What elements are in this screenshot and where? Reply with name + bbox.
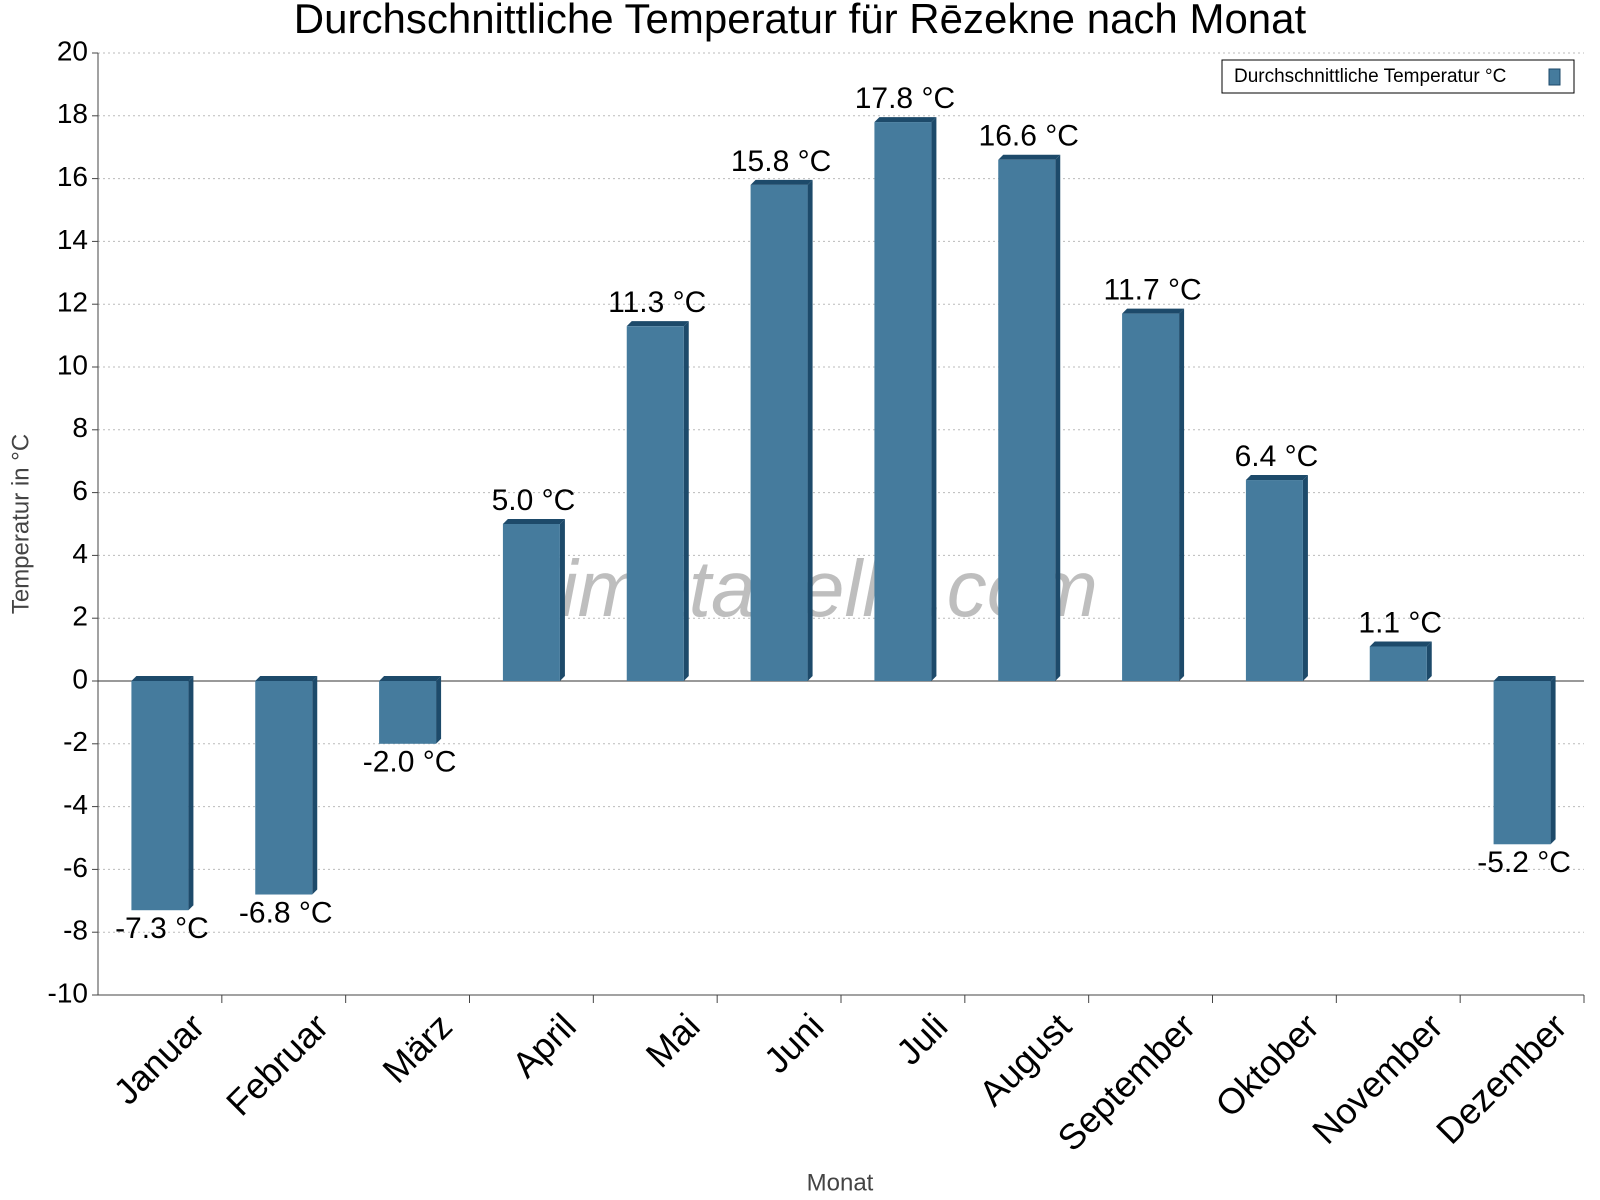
data-label: 17.8 °C [855,82,955,115]
bar [1493,681,1551,845]
bar-side [312,676,318,895]
y-axis-label: Temperatur in °C [7,434,34,614]
y-tick-label: 10 [57,349,88,380]
data-label: 6.4 °C [1235,440,1319,473]
bar-top [1493,676,1556,681]
bar-side [436,676,442,744]
data-label: 1.1 °C [1358,606,1442,639]
bar [502,524,560,681]
bar-top [626,321,689,327]
x-tick-label: März [374,1005,460,1091]
data-label: 11.3 °C [608,286,706,319]
y-tick-label: 18 [57,98,88,129]
y-tick-label: -10 [48,977,88,1008]
data-label: -7.3 °C [115,912,209,945]
bar [998,159,1056,681]
bar-side [1426,641,1432,681]
bar [379,681,437,744]
x-tick-label: Dezember [1428,1005,1574,1151]
y-tick-label: -6 [63,852,88,883]
y-tick-label: -2 [63,726,88,757]
data-label: 11.7 °C [1103,274,1201,307]
bar-top [1245,475,1308,481]
chart-title: Durchschnittliche Temperatur für Rēzekne… [294,0,1307,42]
bar [750,184,808,681]
x-tick-label: Oktober [1207,1005,1327,1125]
y-tick-label: 16 [57,161,88,192]
y-tick-label: 8 [72,412,88,443]
y-tick-label: 14 [57,224,88,255]
y-tick-label: 20 [57,35,88,66]
bar-side [1302,475,1308,681]
bar-top [255,676,318,681]
data-label: -5.2 °C [1477,846,1571,879]
bar-top [1369,641,1432,647]
legend-box [1221,59,1575,94]
bar [874,122,932,681]
y-tick-label: -4 [63,789,88,820]
data-label: -2.0 °C [363,746,457,779]
bar-top [750,179,813,185]
data-label: 16.6 °C [979,120,1079,153]
x-tick-label: August [971,1005,1079,1113]
x-tick-label: November [1304,1005,1450,1151]
bar-side [559,519,565,681]
bar-top [1122,308,1185,314]
bar [1245,480,1303,681]
bar-top [874,117,937,123]
y-tick-label: 12 [57,287,88,318]
bar-side [807,179,813,681]
bar [131,681,189,911]
y-tick-label: -8 [63,915,88,946]
x-tick-label: Juni [756,1005,832,1081]
y-tick-label: 2 [72,601,88,632]
data-label: 5.0 °C [492,484,576,517]
x-tick-label: Februar [218,1005,336,1123]
bar-side [1055,154,1061,681]
bar-top [502,519,565,524]
y-tick-label: 0 [72,663,88,694]
bar-top [379,676,442,681]
data-label: 15.8 °C [731,145,831,178]
x-tick-label: Mai [638,1005,708,1075]
legend-label: Durchschnittliche Temperatur °C [1234,66,1506,87]
data-label: -6.8 °C [239,896,333,929]
x-axis-label: Monat [807,1169,874,1196]
bar-side [188,676,194,911]
x-tick-label: Juli [888,1005,955,1072]
bar [255,681,313,895]
bar-top [131,676,194,681]
y-tick-label: 4 [72,538,88,569]
bar-side [683,321,689,681]
bar-side [1179,308,1185,681]
x-tick-label: April [504,1005,584,1085]
y-tick-label: 6 [72,475,88,506]
legend-swatch [1548,68,1561,86]
bar [626,326,684,681]
bar [1122,313,1180,681]
bar-top [998,154,1061,160]
bar [1369,646,1427,681]
x-tick-label: Januar [105,1005,212,1112]
bar-side [931,117,937,681]
bar-side [1550,676,1556,845]
